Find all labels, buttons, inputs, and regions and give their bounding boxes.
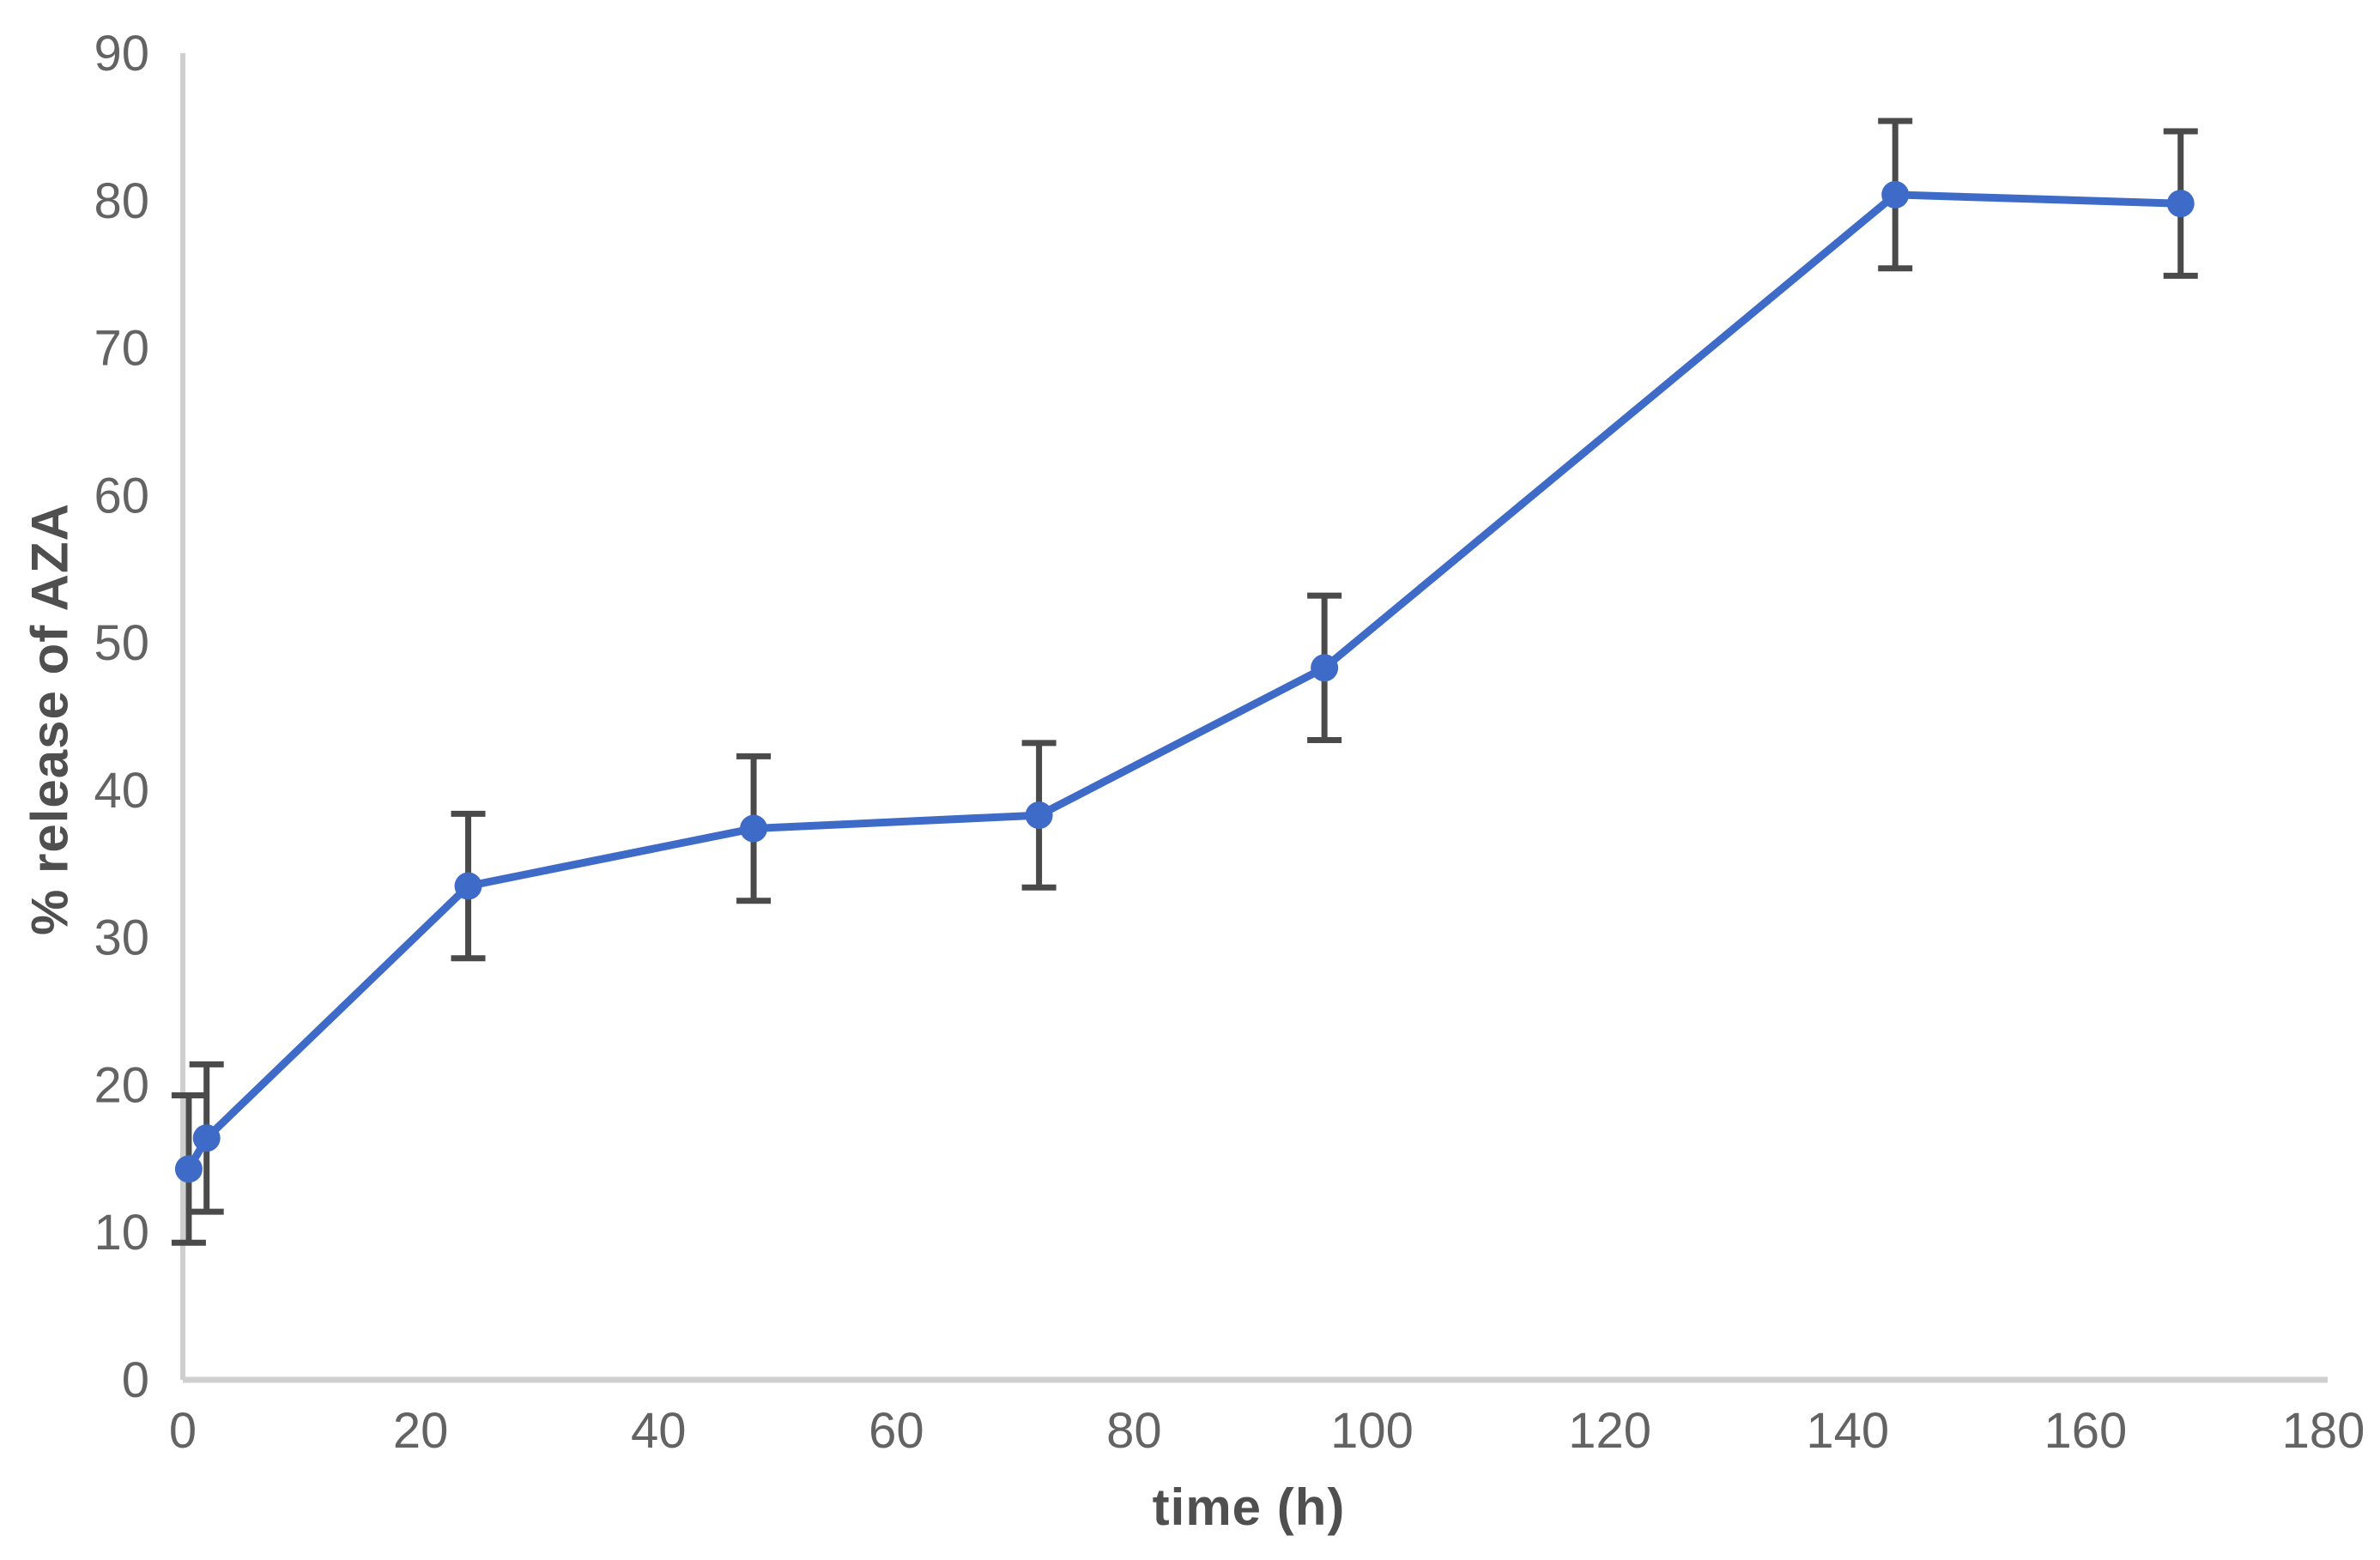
x-tick-label: 160 <box>2044 1403 2127 1459</box>
x-tick-label: 20 <box>393 1403 449 1459</box>
y-tick-label: 80 <box>94 173 149 229</box>
x-tick-label: 120 <box>1568 1403 1651 1459</box>
y-tick-label: 0 <box>122 1352 149 1408</box>
y-tick-label: 30 <box>94 910 149 966</box>
y-tick-label: 10 <box>94 1205 149 1261</box>
y-tick-label: 40 <box>94 763 149 819</box>
x-tick-label: 40 <box>631 1403 687 1459</box>
data-point-marker <box>2166 190 2195 218</box>
data-point-marker <box>454 872 482 900</box>
x-tick-label: 140 <box>1806 1403 1889 1459</box>
y-axis-title: % release of AZA <box>21 503 79 935</box>
data-point-marker <box>1311 654 1339 682</box>
y-tick-label: 90 <box>94 26 149 82</box>
x-tick-label: 0 <box>169 1403 197 1459</box>
x-tick-label: 60 <box>869 1403 924 1459</box>
y-tick-label: 70 <box>94 321 149 377</box>
x-tick-label: 180 <box>2282 1403 2365 1459</box>
data-point-marker <box>740 814 768 843</box>
x-axis-title: time (h) <box>1152 1478 1346 1536</box>
y-tick-label: 50 <box>94 615 149 671</box>
x-tick-label: 80 <box>1106 1403 1162 1459</box>
y-tick-label: 60 <box>94 468 149 523</box>
y-tick-label: 20 <box>94 1057 149 1113</box>
data-point-marker <box>174 1155 203 1183</box>
data-point-marker <box>1881 180 1910 209</box>
series-line <box>185 190 2185 1173</box>
data-point-marker <box>1025 801 1053 830</box>
data-point-marker <box>192 1124 221 1152</box>
x-tick-label: 100 <box>1330 1403 1414 1459</box>
